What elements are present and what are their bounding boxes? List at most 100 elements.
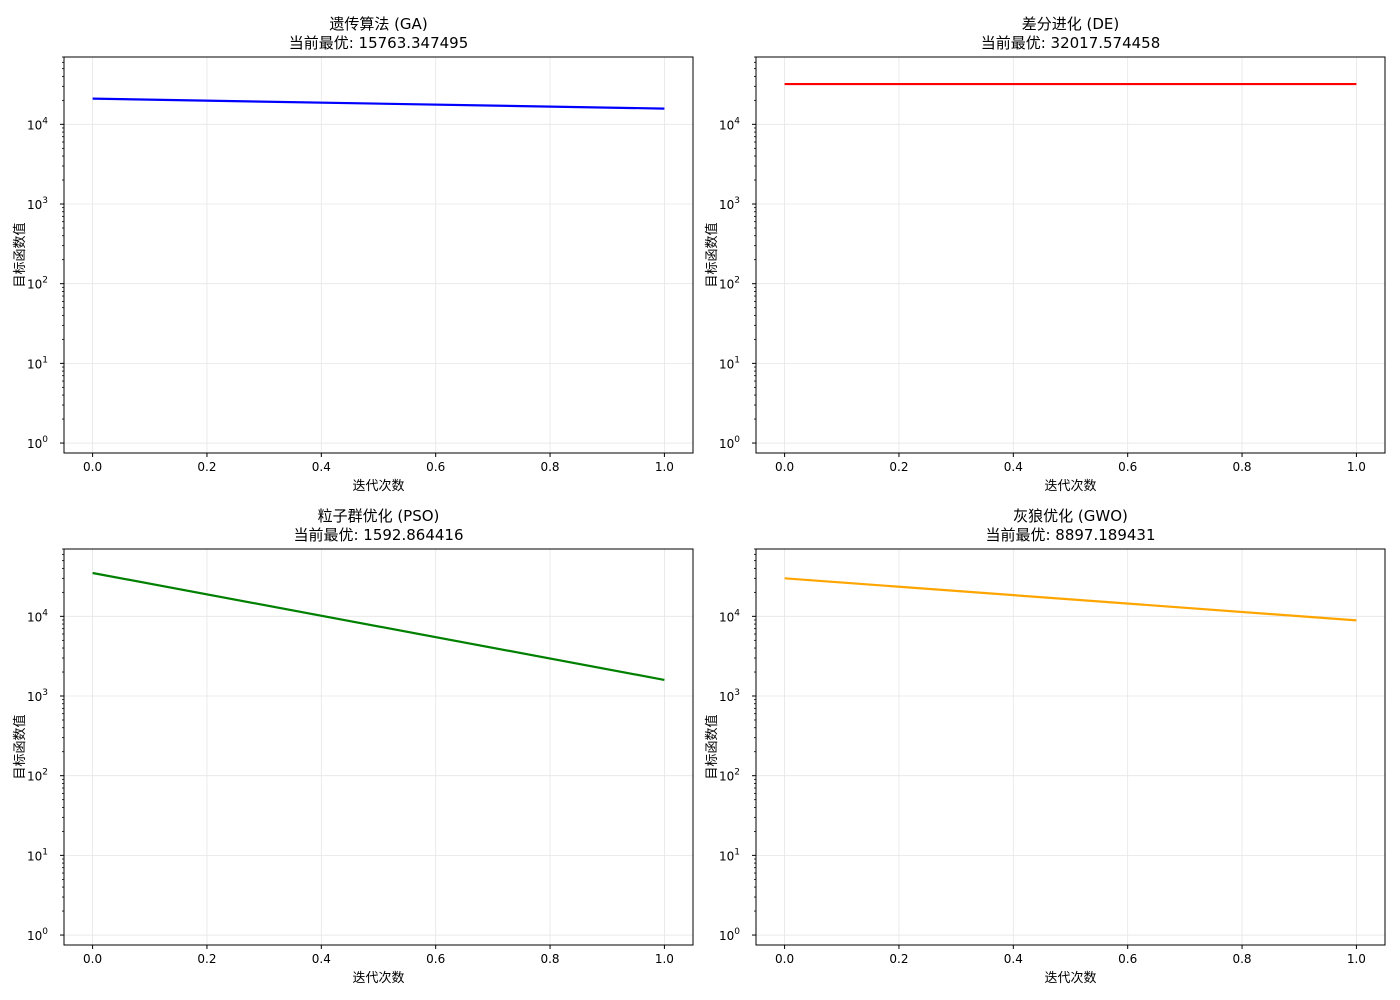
chart-subtitle: 当前最优: 1592.864416 (293, 526, 463, 544)
x-tick-label: 0.8 (540, 460, 559, 474)
x-tick-label: 0.2 (197, 460, 216, 474)
y-tick-exponent: 2 (734, 276, 740, 286)
y-tick-base: 10 (27, 929, 42, 943)
chart-title: 差分进化 (DE) (1022, 15, 1120, 33)
y-tick-base: 10 (27, 118, 42, 132)
x-tick-label: 0.6 (426, 460, 445, 474)
y-tick-label: 104 (27, 116, 48, 132)
y-tick-label: 102 (27, 768, 48, 784)
y-axis-label: 目标函数值 (704, 222, 720, 287)
y-tick-label: 100 (27, 927, 48, 943)
x-tick-label: 0.0 (775, 952, 794, 966)
series-line-1 (92, 97, 665, 110)
y-tick-label: 102 (27, 276, 48, 292)
x-tick-label: 0.2 (889, 460, 908, 474)
y-tick-exponent: 2 (734, 768, 740, 778)
y-tick-base: 10 (719, 770, 734, 784)
y-tick-exponent: 2 (42, 768, 48, 778)
y-tick-label: 104 (27, 608, 48, 624)
y-tick-exponent: 3 (734, 196, 740, 206)
y-tick-base: 10 (719, 929, 734, 943)
y-tick-exponent: 4 (734, 116, 740, 126)
y-tick-exponent: 4 (42, 608, 48, 618)
y-tick-exponent: 0 (42, 927, 48, 937)
y-tick-label: 103 (27, 688, 48, 704)
axes-frame (63, 56, 694, 454)
x-tick-label: 0.2 (889, 952, 908, 966)
y-tick-base: 10 (27, 278, 42, 292)
x-tick-label: 0.4 (312, 952, 331, 966)
axes-frame (755, 548, 1386, 946)
y-tick-base: 10 (27, 437, 42, 451)
y-tick-exponent: 0 (734, 435, 740, 445)
y-tick-exponent: 1 (734, 355, 740, 365)
y-tick-label: 100 (719, 435, 740, 451)
y-tick-base: 10 (27, 849, 42, 863)
x-tick-label: 0.2 (197, 952, 216, 966)
y-tick-exponent: 0 (734, 927, 740, 937)
y-tick-label: 100 (719, 927, 740, 943)
y-tick-base: 10 (719, 690, 734, 704)
series-line-1 (784, 577, 1357, 622)
y-tick-base: 10 (27, 198, 42, 212)
x-tick-label: 0.6 (1118, 460, 1137, 474)
y-tick-exponent: 3 (42, 196, 48, 206)
y-tick-base: 10 (27, 770, 42, 784)
chart-title: 遗传算法 (GA) (329, 15, 427, 33)
y-tick-label: 103 (719, 196, 740, 212)
x-tick-label: 1.0 (1347, 460, 1366, 474)
x-axis-label: 迭代次数 (1044, 478, 1096, 494)
y-axis-label: 目标函数值 (12, 222, 28, 287)
x-tick-label: 0.8 (1232, 952, 1251, 966)
chart-subtitle: 当前最优: 15763.347495 (289, 34, 469, 52)
x-tick-label: 0.4 (312, 460, 331, 474)
y-tick-exponent: 3 (42, 688, 48, 698)
y-tick-label: 104 (719, 116, 740, 132)
y-tick-base: 10 (27, 357, 42, 371)
y-tick-label: 103 (719, 688, 740, 704)
x-tick-label: 0.6 (426, 952, 445, 966)
y-tick-exponent: 1 (42, 847, 48, 857)
x-tick-label: 0.0 (83, 952, 102, 966)
x-axis-label: 迭代次数 (352, 478, 404, 494)
y-tick-label: 102 (719, 276, 740, 292)
y-tick-label: 101 (27, 847, 48, 863)
chart-subtitle: 当前最优: 8897.189431 (985, 526, 1155, 544)
y-tick-base: 10 (27, 610, 42, 624)
y-tick-base: 10 (719, 278, 734, 292)
y-tick-exponent: 1 (42, 355, 48, 365)
axes-frame (755, 56, 1386, 454)
x-tick-label: 0.8 (540, 952, 559, 966)
y-tick-base: 10 (719, 198, 734, 212)
y-tick-exponent: 2 (42, 276, 48, 286)
y-tick-exponent: 4 (42, 116, 48, 126)
x-tick-label: 0.8 (1232, 460, 1251, 474)
y-tick-label: 103 (27, 196, 48, 212)
x-tick-label: 1.0 (655, 460, 674, 474)
x-tick-label: 0.4 (1004, 460, 1023, 474)
y-tick-base: 10 (719, 118, 734, 132)
y-tick-label: 104 (719, 608, 740, 624)
x-tick-label: 1.0 (1347, 952, 1366, 966)
y-tick-exponent: 0 (42, 435, 48, 445)
chart-subtitle: 当前最优: 32017.574458 (981, 34, 1161, 52)
y-tick-label: 101 (719, 847, 740, 863)
x-axis-label: 迭代次数 (1044, 970, 1096, 986)
x-tick-label: 0.4 (1004, 952, 1023, 966)
y-tick-label: 102 (719, 768, 740, 784)
y-tick-base: 10 (719, 849, 734, 863)
chart-title: 粒子群优化 (PSO) (318, 507, 440, 525)
y-tick-base: 10 (719, 610, 734, 624)
y-tick-base: 10 (719, 437, 734, 451)
axes-frame (63, 548, 694, 946)
x-tick-label: 1.0 (655, 952, 674, 966)
y-tick-exponent: 3 (734, 688, 740, 698)
y-tick-label: 101 (719, 355, 740, 371)
x-axis-label: 迭代次数 (352, 970, 404, 986)
y-tick-label: 100 (27, 435, 48, 451)
